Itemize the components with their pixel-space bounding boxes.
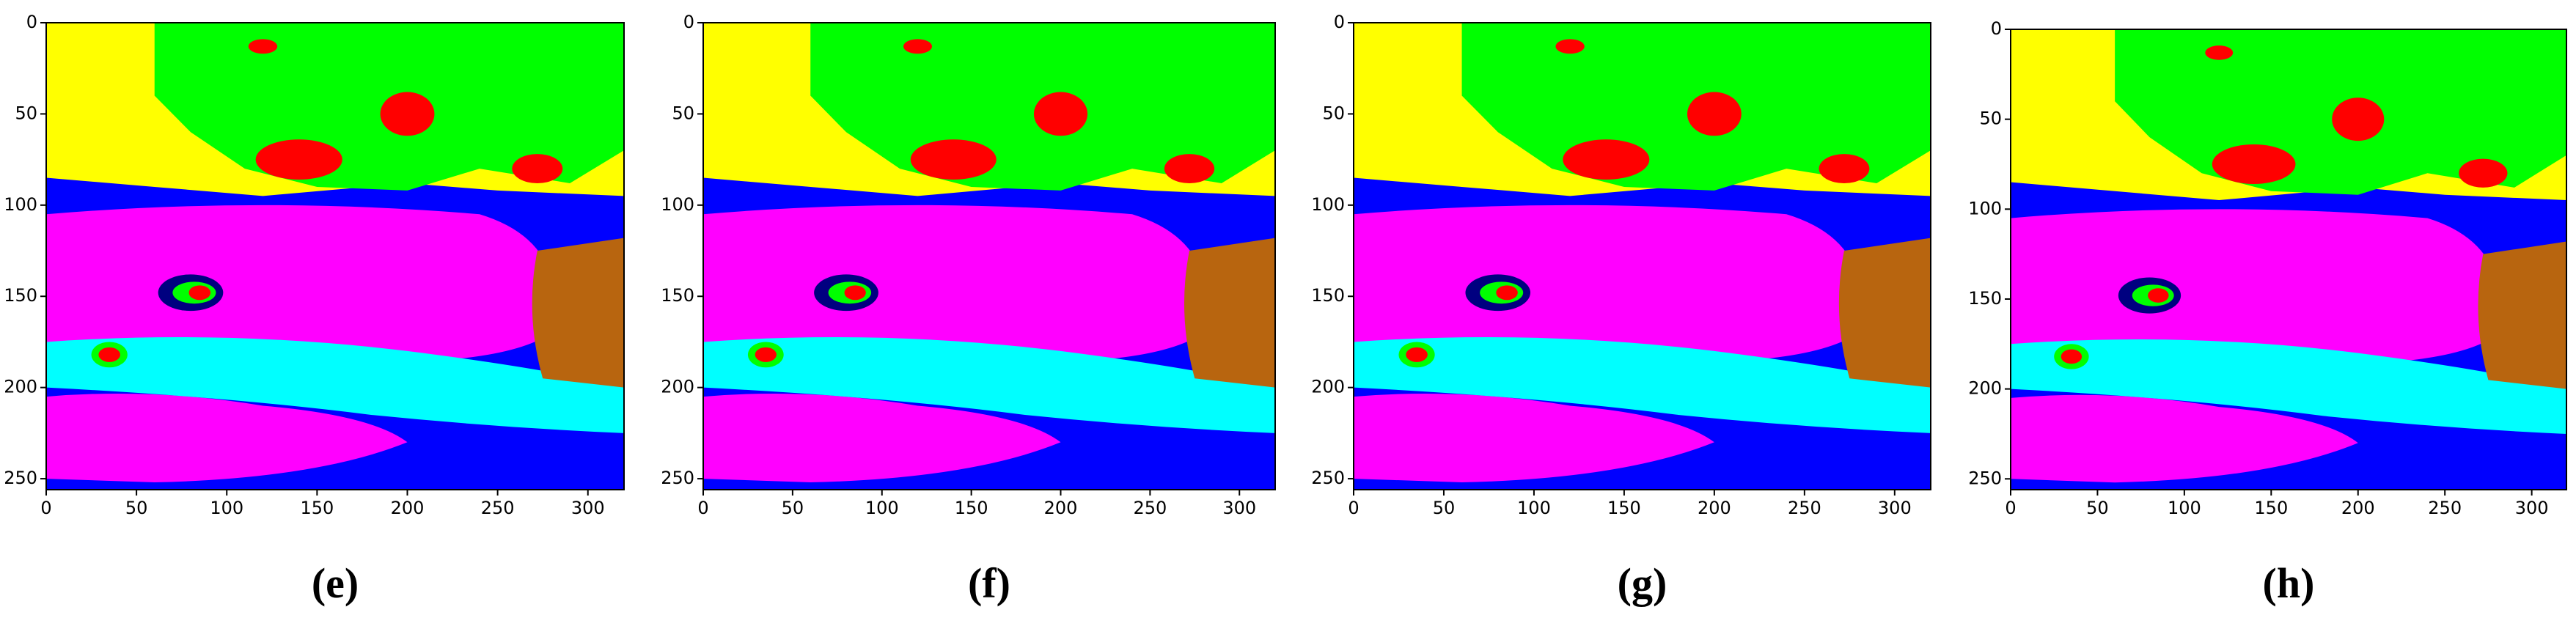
panel: 0 50 100 150 200 250 300 0 50 100 150 200 250 (e) [4, 12, 625, 607]
x-tick-label: 300 [1878, 498, 1912, 518]
panel: 0 50 100 150 200 250 300 0 50 100 150 200 250 (f) [661, 12, 1276, 607]
segmentation-map [703, 23, 1275, 490]
x-tick-label: 100 [1517, 498, 1551, 518]
y-tick-label: 200 [661, 377, 694, 397]
y-tick-label: 100 [4, 194, 37, 215]
y-tick-label: 250 [1311, 468, 1345, 488]
x-tick-label: 300 [1222, 498, 1256, 518]
y-tick-label: 50 [1322, 103, 1345, 123]
y-tick-label: 100 [1311, 194, 1345, 215]
axes-frame [702, 22, 1276, 490]
y-tick-label: 0 [1991, 18, 2002, 39]
x-tick-label: 150 [2254, 498, 2288, 518]
y-tick-label: 50 [672, 103, 694, 123]
y-tick-label: 150 [1311, 285, 1345, 306]
panel: 0 50 100 150 200 250 300 0 50 100 150 200 250 (h) [1968, 18, 2567, 607]
x-tick-label: 50 [782, 498, 804, 518]
y-tick-label: 150 [1968, 288, 2002, 309]
panel: 0 50 100 150 200 250 300 0 50 100 150 200 250 (g) [1311, 12, 1931, 607]
x-tick-label: 300 [2515, 498, 2549, 518]
y-tick-label: 100 [1968, 198, 2002, 218]
segmentation-image [46, 23, 624, 490]
segmentation-map [2011, 29, 2566, 490]
x-tick-label: 200 [1698, 498, 1731, 518]
x-tick-label: 50 [1433, 498, 1456, 518]
panel-label: (g) [1618, 559, 1667, 607]
y-tick-label: 150 [4, 285, 37, 306]
y-tick-label: 100 [661, 194, 694, 215]
y-tick-label: 150 [661, 285, 694, 306]
x-tick-label: 100 [865, 498, 899, 518]
x-tick-label: 250 [1788, 498, 1821, 518]
x-tick-label: 150 [955, 498, 988, 518]
y-tick-label: 0 [26, 12, 37, 32]
x-tick-label: 0 [697, 498, 708, 518]
axes-frame [1353, 22, 1931, 490]
y-tick-label: 50 [15, 103, 37, 123]
y-tick-label: 200 [1968, 378, 2002, 399]
y-tick-label: 200 [4, 377, 37, 397]
x-tick-label: 250 [2428, 498, 2462, 518]
x-tick-label: 200 [391, 498, 425, 518]
segmentation-map [1354, 23, 1931, 490]
y-tick-label: 0 [683, 12, 694, 32]
x-tick-label: 250 [481, 498, 515, 518]
x-tick-label: 150 [1607, 498, 1641, 518]
y-tick-label: 0 [1334, 12, 1345, 32]
segmentation-image [1354, 23, 1931, 490]
x-tick-label: 100 [2168, 498, 2201, 518]
segmentation-image [703, 23, 1275, 490]
panel-label: (f) [968, 559, 1010, 607]
axes-frame [2010, 29, 2567, 490]
panel-label: (h) [2263, 559, 2315, 607]
x-tick-label: 100 [210, 498, 243, 518]
x-tick-label: 50 [2086, 498, 2109, 518]
x-tick-label: 0 [1348, 498, 1359, 518]
x-tick-label: 50 [125, 498, 148, 518]
x-tick-label: 250 [1133, 498, 1167, 518]
segmentation-map [46, 23, 624, 490]
y-tick-label: 50 [1979, 108, 2002, 129]
x-tick-label: 150 [300, 498, 334, 518]
y-tick-label: 200 [1311, 377, 1345, 397]
y-tick-label: 250 [661, 468, 694, 488]
axes-frame [45, 22, 625, 490]
x-tick-label: 300 [571, 498, 605, 518]
x-tick-label: 200 [2341, 498, 2375, 518]
panel-label: (e) [312, 559, 359, 607]
segmentation-image [2011, 29, 2566, 490]
x-tick-label: 0 [2005, 498, 2016, 518]
x-tick-label: 200 [1044, 498, 1078, 518]
x-tick-label: 0 [40, 498, 51, 518]
y-tick-label: 250 [4, 468, 37, 488]
y-tick-label: 250 [1968, 468, 2002, 488]
